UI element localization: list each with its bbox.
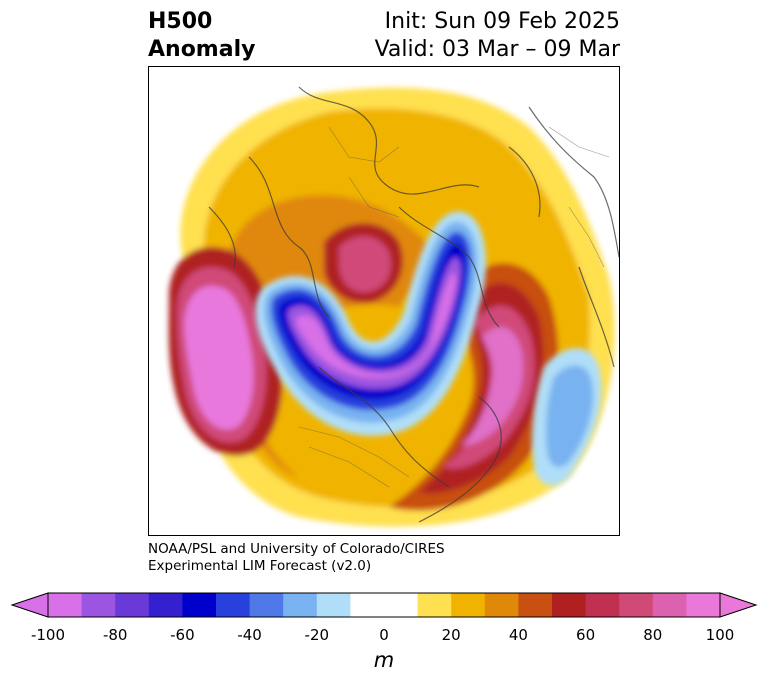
colorbar-tick-label: -40 (237, 626, 262, 644)
map-title: H500 Anomaly (148, 8, 255, 64)
credit-line-2: Experimental LIM Forecast (v2.0) (148, 558, 372, 574)
colorbar-tick-label: -80 (102, 626, 128, 644)
colorbar-block (148, 593, 183, 617)
colorbar-tick-label: 0 (379, 626, 389, 644)
colorbar-block (115, 593, 150, 617)
colorbar-block (384, 593, 419, 617)
colorbar-block (518, 593, 553, 617)
colorbar-block (182, 593, 217, 617)
colorbar-tick-label: 100 (705, 626, 735, 644)
colorbar-block (249, 593, 284, 617)
colorbar-block (417, 593, 452, 617)
colorbar-block (585, 593, 620, 617)
colorbar-tick-label: -60 (170, 626, 195, 644)
colorbar-block (619, 593, 654, 617)
init-date: Init: Sun 09 Feb 2025 (384, 9, 620, 34)
colorbar-block (652, 593, 687, 617)
valid-range: Valid: 03 Mar – 09 Mar (374, 37, 620, 62)
colorbar-tick-label: 20 (441, 626, 461, 644)
anomaly-map (148, 66, 620, 536)
credit-text: NOAA/PSL and University of Colorado/CIRE… (148, 541, 445, 575)
anomaly-field (168, 86, 619, 527)
colorbar-extend-high (719, 592, 758, 618)
colorbar-extend-low (10, 592, 49, 618)
colorbar-ticks: -100 -80 -60 -40 -20 0 20 40 60 80 100 (0, 626, 768, 646)
title-type: Anomaly (148, 37, 256, 62)
colorbar-block (283, 593, 318, 617)
credit-line-1: NOAA/PSL and University of Colorado/CIRE… (148, 541, 445, 557)
colorbar-unit: m (373, 648, 395, 672)
colorbar-tick-label: 80 (643, 626, 663, 644)
coastlines (208, 86, 619, 523)
political-borders (298, 126, 610, 488)
colorbar-tick-label: -20 (304, 626, 330, 644)
colorbar-blocks (48, 593, 721, 617)
colorbar-block (350, 593, 385, 617)
colorbar-block (686, 593, 721, 617)
colorbar-outline (47, 592, 721, 618)
colorbar-block (81, 593, 116, 617)
colorbar-block (552, 593, 587, 617)
colorbar-block (316, 593, 351, 617)
colorbar-tick-label: -100 (30, 626, 66, 644)
colorbar-block (484, 593, 519, 617)
colorbar-block (216, 593, 251, 617)
colorbar-block (48, 593, 83, 617)
colorbar (10, 592, 758, 618)
title-variable: H500 (148, 9, 213, 34)
colorbar-tick-label: 60 (576, 626, 596, 644)
negative-anomaly-region (255, 211, 602, 486)
colorbar-tick-label: 40 (508, 626, 528, 644)
forecast-dates: Init: Sun 09 Feb 2025 Valid: 03 Mar – 09… (375, 8, 620, 64)
positive-anomaly-region (168, 87, 615, 527)
colorbar-block (451, 593, 486, 617)
